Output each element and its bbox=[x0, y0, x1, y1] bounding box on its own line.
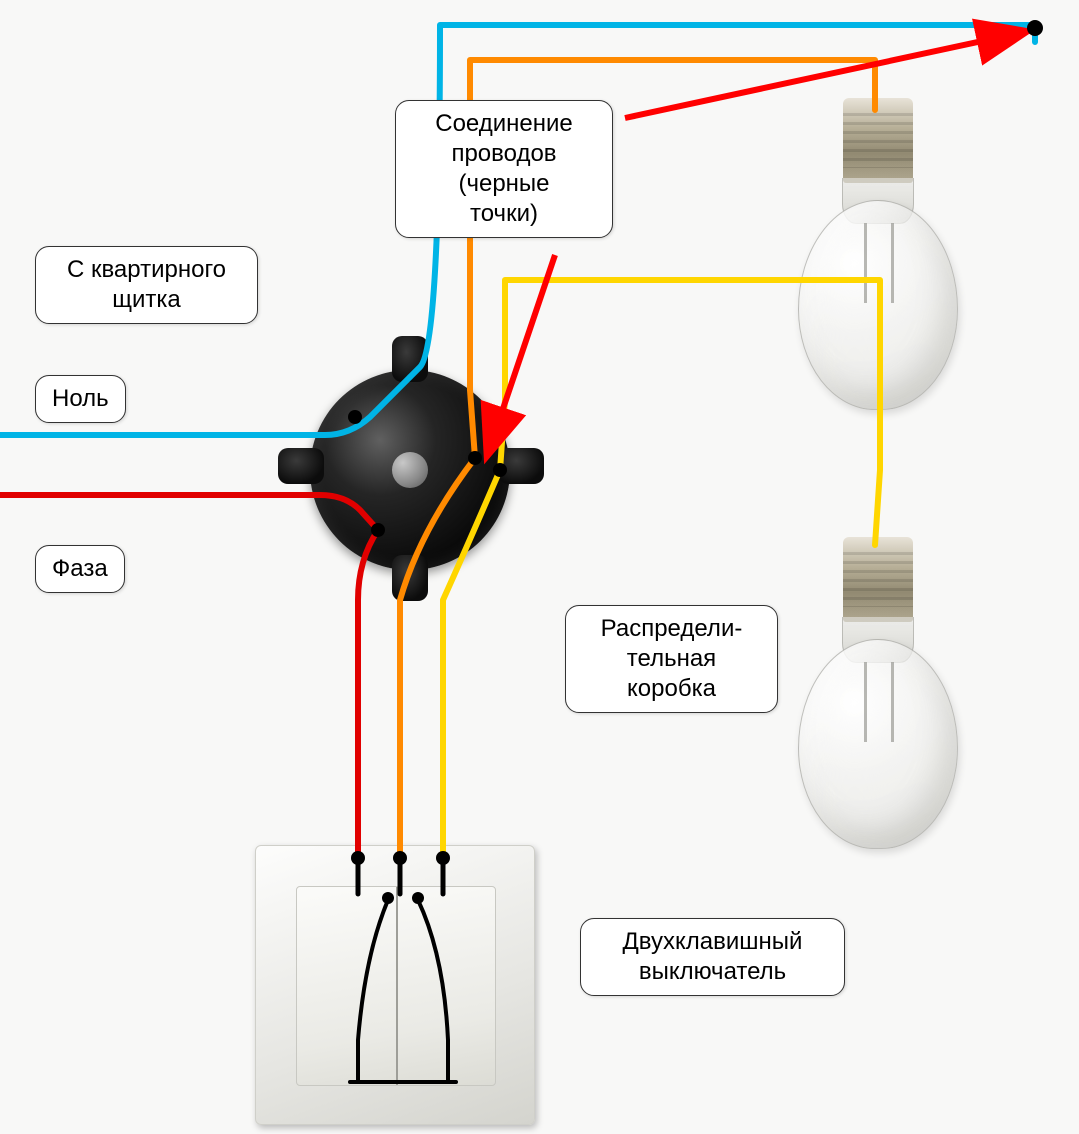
jbox-nub-right bbox=[498, 448, 544, 484]
bulb-1-glass bbox=[798, 200, 958, 410]
label-phase: Фаза bbox=[35, 545, 125, 593]
wiring-diagram: Соединение проводов (черные точки) С ква… bbox=[0, 0, 1079, 1134]
label-neutral: Ноль bbox=[35, 375, 126, 423]
label-double-switch: Двухклавишный выключатель bbox=[580, 918, 845, 996]
arrow-to-top-dot bbox=[625, 32, 1024, 118]
wire-phase-to-switch bbox=[358, 530, 378, 855]
label-from-panel: С квартирного щитка bbox=[35, 246, 258, 324]
label-wire-connection: Соединение проводов (черные точки) bbox=[395, 100, 613, 238]
bulb-1-socket bbox=[843, 98, 913, 183]
switch-rocker bbox=[296, 886, 496, 1086]
label-junction-box: Распредели- тельная коробка bbox=[565, 605, 778, 713]
dot-top-right bbox=[1027, 20, 1043, 36]
jbox-nub-left bbox=[278, 448, 324, 484]
jbox-nub-bottom bbox=[392, 555, 428, 601]
jbox-nub-top bbox=[392, 336, 428, 382]
bulb-2-glass bbox=[798, 639, 958, 849]
junction-box bbox=[310, 370, 510, 570]
double-switch bbox=[255, 845, 535, 1125]
bulb-2-socket bbox=[843, 537, 913, 622]
